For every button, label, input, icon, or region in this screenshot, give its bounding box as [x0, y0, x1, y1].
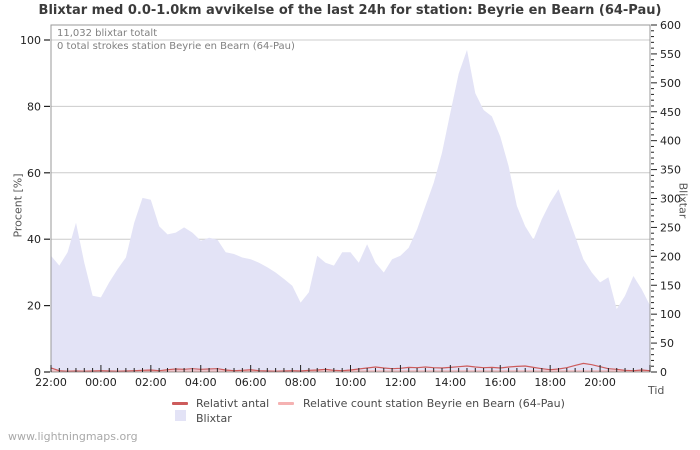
x-tick-label: 20:00	[584, 376, 616, 389]
x-tick-label: 06:00	[235, 376, 267, 389]
right-tick-label: 200	[660, 250, 681, 263]
station-strokes-annotation: 0 total strokes station Beyrie en Bearn …	[57, 41, 295, 52]
x-tick-label: 22:00	[35, 376, 67, 389]
x-tick-label: 18:00	[534, 376, 566, 389]
right-tick-label: 150	[660, 279, 681, 292]
x-tick-label: 10:00	[335, 376, 367, 389]
total-strokes-annotation: 11,032 blixtar totalt	[57, 28, 158, 39]
x-tick-label: 16:00	[484, 376, 516, 389]
right-tick-label: 600	[660, 19, 681, 32]
blixtar-area-series	[51, 49, 650, 373]
y-axis-right-title: Blixtar	[676, 182, 690, 219]
right-tick-label: 250	[660, 221, 681, 234]
left-tick-label: 100	[20, 34, 41, 47]
right-tick-label: 450	[660, 106, 681, 119]
chart-title: Blixtar med 0.0-1.0km avvikelse of the l…	[38, 3, 662, 18]
left-tick-label: 40	[27, 233, 41, 246]
left-tick-label: 20	[27, 300, 41, 313]
x-tick-label: 04:00	[185, 376, 217, 389]
right-tick-label: 0	[660, 366, 667, 379]
y-axis-left-title: Procent [%]	[11, 173, 25, 238]
right-tick-label: 350	[660, 164, 681, 177]
x-tick-label: 08:00	[285, 376, 317, 389]
x-tick-label: 14:00	[434, 376, 466, 389]
left-tick-label: 60	[27, 167, 41, 180]
legend-station-label: Relative count station Beyrie en Bearn (…	[303, 397, 565, 410]
watermark-link[interactable]: www.lightningmaps.org	[8, 430, 138, 443]
right-tick-label: 500	[660, 77, 681, 90]
legend-area-swatch	[175, 410, 186, 421]
right-tick-label: 100	[660, 308, 681, 321]
left-tick-label: 0	[34, 366, 41, 379]
right-tick-label: 400	[660, 135, 681, 148]
right-tick-label: 50	[660, 337, 674, 350]
legend-area-label: Blixtar	[196, 412, 232, 425]
x-tick-label: 02:00	[135, 376, 167, 389]
legend-station-line-swatch	[278, 402, 294, 405]
right-tick-label: 300	[660, 193, 681, 206]
legend-relative-label: Relativt antal	[196, 397, 270, 410]
x-tick-label: 12:00	[385, 376, 417, 389]
x-tick-label: 00:00	[85, 376, 117, 389]
x-axis-title: Tid	[648, 384, 665, 397]
left-tick-label: 80	[27, 100, 41, 113]
right-tick-label: 550	[660, 48, 681, 61]
legend-relative-line-swatch	[172, 402, 188, 405]
